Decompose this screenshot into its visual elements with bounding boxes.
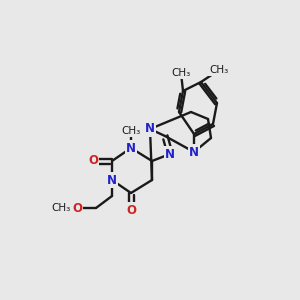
Text: N: N <box>107 173 117 187</box>
Text: N: N <box>165 148 175 160</box>
Text: N: N <box>145 122 155 136</box>
Text: O: O <box>72 202 82 214</box>
Text: N: N <box>189 146 199 158</box>
Text: CH₃: CH₃ <box>122 126 141 136</box>
Text: CH₃: CH₃ <box>171 68 190 78</box>
Text: N: N <box>126 142 136 154</box>
Text: CH₃: CH₃ <box>51 203 70 213</box>
Text: CH₃: CH₃ <box>209 65 229 75</box>
Text: O: O <box>126 203 136 217</box>
Text: O: O <box>88 154 98 167</box>
